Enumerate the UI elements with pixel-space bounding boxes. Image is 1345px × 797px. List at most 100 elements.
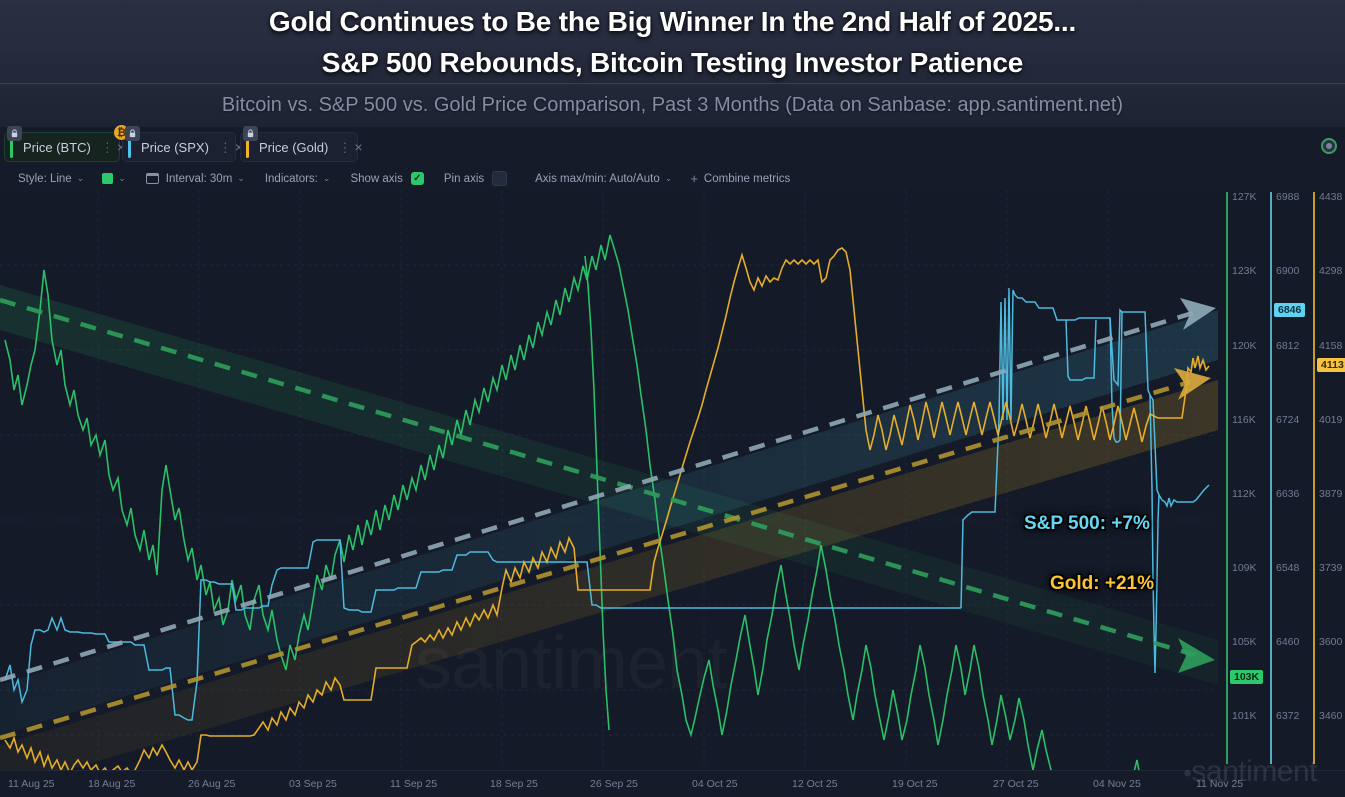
axis-current-badge-btc: 103K [1230,670,1264,684]
x-tick-2: 26 Aug 25 [188,778,236,790]
tab-close-icon-spx[interactable]: × [234,139,244,155]
check-icon-show-axis[interactable]: ✓ [410,172,424,185]
axis-tick-spx-7: 6372 [1276,710,1300,722]
axis-tick-spx-5: 6548 [1276,562,1300,574]
x-tick-1: 18 Aug 25 [88,778,136,790]
tab-close-icon-gold[interactable]: × [354,139,363,155]
status-indicator-dot[interactable] [1321,138,1337,154]
axis-tick-btc-4: 112K [1232,488,1256,500]
tab-color-indicator-btc [10,138,13,158]
chart-toolbar: Style: Line ⌄ ⌄ Interval: 30m ⌄ Indicato… [0,167,1345,190]
tab-price-spx[interactable]: Price (SPX) ⋮ × ₿ [113,124,243,162]
axis-tick-btc-2: 120K [1232,340,1257,352]
tab-price-gold[interactable]: Price (Gold) ⋮ × [240,126,363,162]
axis-tick-spx-3: 6724 [1276,414,1300,426]
color-selector[interactable]: ⌄ [102,173,126,184]
combine-metrics-label: Combine metrics [703,172,791,185]
pin-axis-label: Pin axis [443,172,485,185]
axis-current-badge-gold: 4113 [1317,358,1345,372]
chevron-down-icon-indicators: ⌄ [322,173,331,183]
show-axis-toggle[interactable]: Show axis ✓ [350,172,424,185]
color-swatch-icon [102,173,114,184]
axis-tick-gold-5: 3739 [1319,562,1343,574]
chart-plot-area[interactable]: santiment [0,190,1218,770]
axis-tick-gold-0: 4438 [1319,191,1343,203]
x-tick-8: 12 Oct 25 [792,778,838,790]
chevron-down-icon-color: ⌄ [118,173,126,183]
tab-label-btc: Price (BTC) [23,139,91,155]
pin-axis-toggle[interactable]: Pin axis [443,171,508,186]
x-tick-3: 03 Sep 25 [289,778,337,790]
x-tick-0: 11 Aug 25 [8,778,55,790]
x-tick-5: 18 Sep 25 [490,778,538,790]
annotation-sp500: S&P 500: +7% [1024,513,1150,534]
lock-icon-gold [243,126,258,141]
metric-tabs-bar: Price (BTC) ⋮ × Price (SPX) ⋮ × ₿ Price … [0,124,1345,165]
tab-label-spx: Price (SPX) [141,139,209,155]
axis-tick-gold-6: 3600 [1319,636,1343,648]
axis-tick-gold-2: 4158 [1319,340,1343,352]
style-selector[interactable]: Style: Line ⌄ [18,173,84,185]
tab-menu-icon-btc[interactable]: ⋮ [100,139,114,155]
annotation-gold: Gold: +21% [1050,573,1154,594]
axis-minmax-label: Axis max/min: Auto/Auto [535,172,660,185]
axis-line-btc [1226,192,1228,764]
header-banner: Gold Continues to Be the Big Winner In t… [0,0,1345,84]
plus-icon: + [690,171,698,186]
show-axis-label: Show axis [350,172,403,185]
axis-tick-btc-5: 109K [1232,562,1257,574]
tab-label-gold: Price (Gold) [259,139,329,155]
x-tick-7: 04 Oct 25 [692,778,738,790]
axis-current-badge-spx: 6846 [1274,303,1306,317]
page-subtitle: Bitcoin vs. S&P 500 vs. Gold Price Compa… [221,94,1124,116]
page-title-line-2: S&P 500 Rebounds, Bitcoin Testing Invest… [321,46,1024,78]
axis-minmax-selector[interactable]: Axis max/min: Auto/Auto ⌄ [535,173,672,185]
tab-menu-icon-spx[interactable]: ⋮ [218,139,232,155]
axis-tick-spx-4: 6636 [1276,488,1300,500]
chart-svg [0,190,1218,770]
axis-tick-btc-6: 105K [1232,636,1257,648]
axis-tick-btc-7: 101K [1232,710,1257,722]
indicators-selector[interactable]: Indicators: ⌄ [265,173,331,185]
indicators-label: Indicators: [264,172,318,185]
axis-tick-spx-6: 6460 [1276,636,1300,648]
axis-tick-spx-2: 6812 [1276,340,1300,352]
interval-label: Interval: 30m [165,172,233,185]
style-selector-label: Style: Line [18,172,72,185]
lock-icon-btc [7,126,22,141]
axis-tick-spx-1: 6900 [1276,265,1300,277]
axis-line-spx [1270,192,1272,764]
x-tick-12: 11 Nov 25 [1196,778,1244,790]
axis-tick-btc-1: 123K [1232,265,1257,277]
checkbox-pin-axis[interactable] [492,171,508,186]
page-title-line-1: Gold Continues to Be the Big Winner In t… [268,5,1077,37]
interval-selector[interactable]: Interval: 30m ⌄ [145,172,245,185]
tab-price-btc[interactable]: Price (BTC) ⋮ × [4,126,125,162]
x-tick-10: 27 Oct 25 [993,778,1039,790]
chevron-down-icon-minmax: ⌄ [664,173,673,183]
subtitle-bar: Bitcoin vs. S&P 500 vs. Gold Price Compa… [0,84,1345,127]
axis-line-gold [1313,192,1315,764]
x-tick-6: 26 Sep 25 [590,778,638,790]
right-axes-panel[interactable]: 127K 123K 120K 116K 112K 109K 105K 101K … [1218,190,1345,770]
axis-tick-gold-7: 3460 [1319,710,1343,722]
chevron-down-icon-interval: ⌄ [237,173,245,183]
axis-tick-spx-0: 6988 [1276,191,1300,203]
x-tick-4: 11 Sep 25 [390,778,438,790]
x-axis-bar: 11 Aug 25 18 Aug 25 26 Aug 25 03 Sep 25 … [0,770,1345,797]
axis-tick-gold-1: 4298 [1319,265,1343,277]
axis-tick-btc-3: 116K [1232,414,1256,426]
axis-tick-gold-4: 3879 [1319,488,1343,500]
x-tick-9: 19 Oct 25 [892,778,938,790]
axis-tick-btc-0: 127K [1232,191,1257,203]
combine-metrics-button[interactable]: + Combine metrics [690,171,790,186]
axis-tick-gold-3: 4019 [1319,414,1343,426]
chevron-down-icon-style: ⌄ [76,173,85,183]
tab-menu-icon-gold[interactable]: ⋮ [338,139,352,155]
tab-color-indicator-gold [246,138,249,158]
tab-close-icon-btc[interactable]: × [116,139,126,155]
x-tick-11: 04 Nov 25 [1093,778,1141,790]
lock-icon-spx [125,126,140,141]
calendar-icon [145,173,159,184]
